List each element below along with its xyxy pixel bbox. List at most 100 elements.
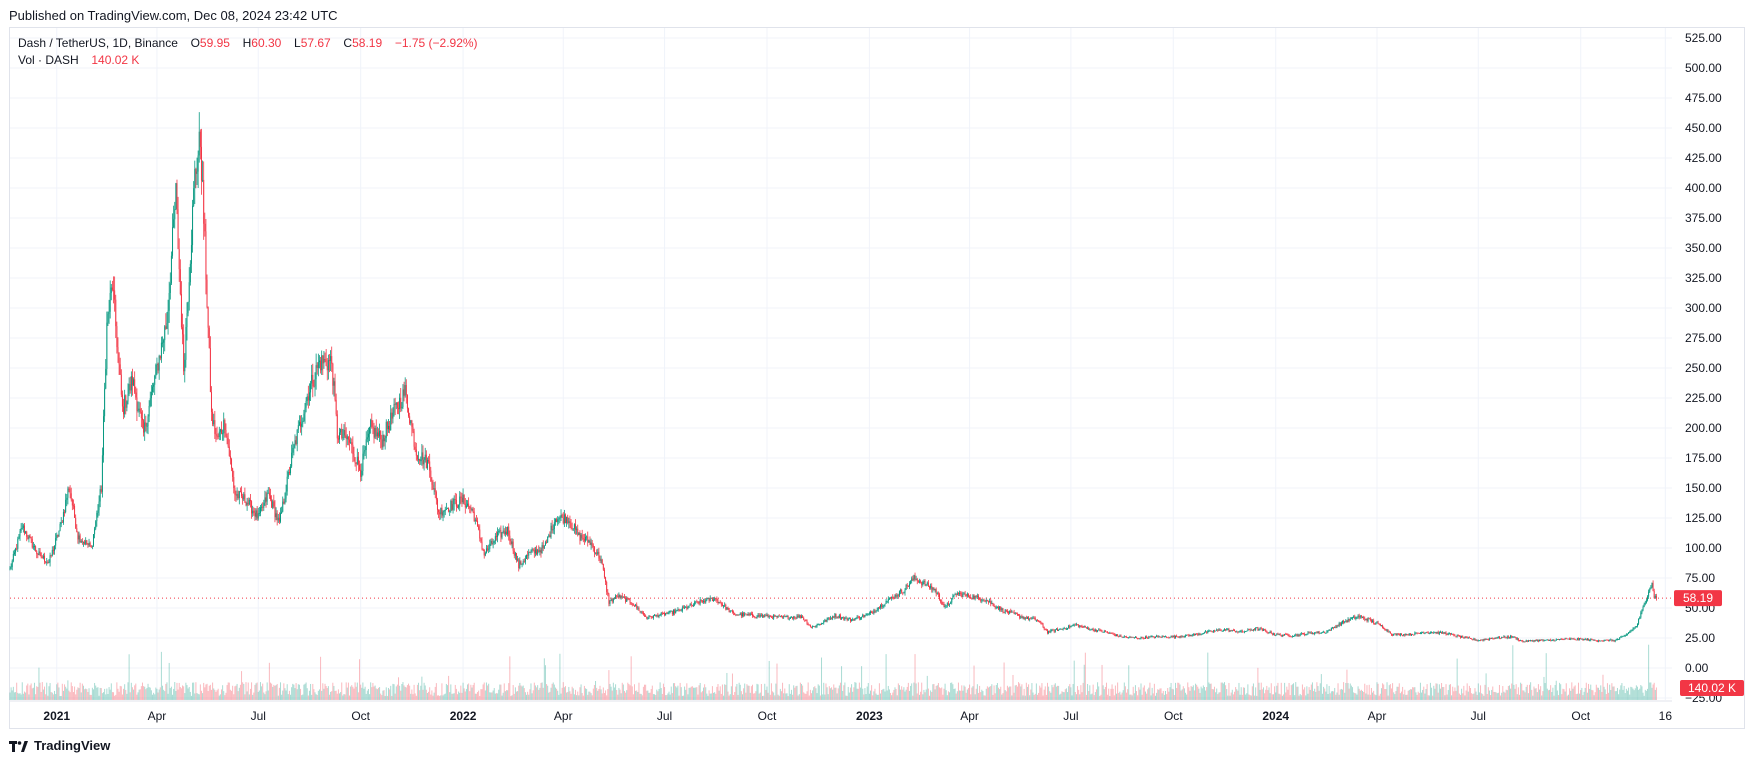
volume-bar xyxy=(1598,687,1600,700)
candle-body xyxy=(716,598,718,601)
candle-body xyxy=(1252,629,1254,631)
volume-bar xyxy=(923,689,925,700)
candle-body xyxy=(1630,630,1632,632)
candle-body xyxy=(1258,628,1260,630)
volume-bar xyxy=(1319,683,1321,700)
candle-body xyxy=(1530,640,1532,641)
candle-body xyxy=(1589,640,1591,642)
candle-body xyxy=(717,600,719,604)
volume-bar xyxy=(566,692,568,700)
candle-body xyxy=(472,509,474,512)
candle-body xyxy=(1337,625,1339,627)
candle-body xyxy=(1014,613,1016,614)
volume-bar xyxy=(22,693,24,700)
volume-bar xyxy=(1423,686,1425,700)
volume-bar xyxy=(124,684,126,700)
candle-body xyxy=(762,615,764,617)
volume-bar xyxy=(1651,687,1653,700)
volume-bar xyxy=(1366,685,1368,700)
candle-body xyxy=(1264,629,1266,631)
candle-body xyxy=(707,597,709,599)
volume-bar xyxy=(1592,690,1594,700)
volume-bar xyxy=(1572,688,1574,700)
candle-body xyxy=(1526,640,1528,642)
volume-bar xyxy=(1109,695,1111,700)
volume-bar xyxy=(577,691,579,700)
volume-bar xyxy=(1210,683,1212,700)
volume-bar xyxy=(1046,682,1048,700)
candle-body xyxy=(1484,639,1486,640)
volume-bar xyxy=(1203,686,1205,700)
x-tick-label: Jul xyxy=(1063,709,1078,723)
candle-body xyxy=(1645,600,1647,603)
candle-body xyxy=(1142,637,1144,639)
volume-bar xyxy=(1041,683,1043,700)
candle-body xyxy=(900,589,902,592)
candle-body xyxy=(513,550,515,556)
volume-bar xyxy=(249,688,251,700)
candle-body xyxy=(940,599,942,602)
candle-body xyxy=(1613,640,1615,642)
candle-body xyxy=(783,616,785,618)
volume-bar xyxy=(271,683,273,700)
candle-body xyxy=(908,583,910,587)
volume-bar xyxy=(1235,687,1237,700)
volume-bar xyxy=(991,684,993,700)
volume-bar xyxy=(634,684,636,700)
candle-body xyxy=(216,434,218,437)
volume-bar xyxy=(290,694,292,700)
volume-bar xyxy=(1609,684,1611,700)
volume-bar xyxy=(144,686,146,700)
volume-bar xyxy=(119,685,121,700)
volume-bar xyxy=(843,685,845,700)
volume-bar xyxy=(1561,694,1563,700)
candle-body xyxy=(727,607,729,609)
candle-body xyxy=(227,438,229,447)
volume-bar xyxy=(586,688,588,700)
candle-body xyxy=(724,604,726,606)
candle-body xyxy=(1278,633,1280,635)
candle-body xyxy=(750,613,752,615)
volume-bar xyxy=(85,688,87,700)
volume-bar xyxy=(1444,695,1446,700)
volume-bar xyxy=(921,682,923,700)
volume-bar xyxy=(454,684,456,700)
volume-bar xyxy=(108,687,110,700)
volume-bar xyxy=(1438,684,1440,700)
volume-bar xyxy=(854,682,856,700)
volume-bar xyxy=(851,684,853,700)
volume-bar xyxy=(227,682,229,700)
volume-bar xyxy=(1306,686,1308,700)
volume-bar xyxy=(1141,694,1143,700)
candle-body xyxy=(239,491,241,492)
candle-body xyxy=(872,612,874,614)
candle-body xyxy=(296,429,298,444)
volume-bar xyxy=(1456,658,1458,700)
tradingview-footer[interactable]: TradingView xyxy=(9,738,110,753)
volume-bar xyxy=(773,692,775,700)
candle-body xyxy=(1136,637,1138,639)
volume-bar xyxy=(775,683,777,700)
volume-bar xyxy=(428,691,430,700)
volume-bar xyxy=(532,690,534,700)
candle-body xyxy=(1550,639,1552,641)
volume-value: 140.02 K xyxy=(91,53,140,67)
volume-bar xyxy=(1298,695,1300,700)
y-tick-label: 375.00 xyxy=(1685,211,1722,225)
candle-body xyxy=(1189,635,1191,637)
volume-bar xyxy=(841,666,843,700)
candle-body xyxy=(400,397,402,409)
volume-bar xyxy=(426,693,428,700)
volume-bar xyxy=(719,686,721,700)
candle-body xyxy=(896,595,898,597)
x-tick-label: Jul xyxy=(657,709,672,723)
volume-bar xyxy=(1201,688,1203,700)
volume-bar xyxy=(488,683,490,700)
candle-body xyxy=(490,541,492,544)
volume-bar xyxy=(813,687,815,700)
volume-bar xyxy=(640,693,642,700)
volume-bar xyxy=(184,693,186,700)
volume-bar xyxy=(198,694,200,700)
volume-bar xyxy=(975,688,977,700)
